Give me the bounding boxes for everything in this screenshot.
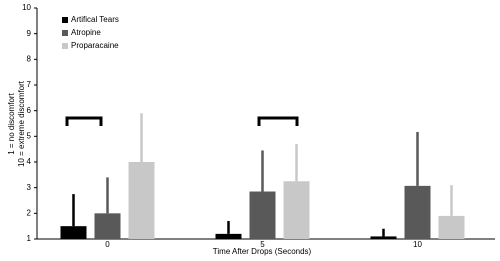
bar bbox=[283, 181, 310, 239]
significance-bracket bbox=[65, 116, 103, 126]
bar bbox=[215, 233, 242, 239]
y-tick-label: 6 bbox=[27, 106, 32, 115]
bar bbox=[438, 215, 465, 239]
y-tick-label: 2 bbox=[27, 208, 32, 217]
bar bbox=[94, 213, 121, 239]
y-axis-title: 1 = no discomfort bbox=[7, 92, 16, 154]
y-tick-label: 3 bbox=[27, 183, 32, 192]
x-tick-label: 10 bbox=[413, 240, 422, 249]
y-axis-title: 10 = extreme discomfort bbox=[17, 80, 26, 167]
y-tick-label: 4 bbox=[27, 157, 32, 166]
bar bbox=[370, 236, 397, 239]
y-tick-label: 7 bbox=[27, 80, 32, 89]
legend-swatch bbox=[62, 43, 68, 49]
y-tick-label: 9 bbox=[27, 29, 32, 38]
significance-bracket bbox=[257, 116, 299, 126]
legend-label: Artifical Tears bbox=[71, 15, 119, 24]
legend-label: Proparacaine bbox=[71, 41, 119, 50]
y-tick-label: 10 bbox=[22, 3, 31, 12]
x-tick-label: 5 bbox=[260, 240, 265, 249]
bar bbox=[60, 226, 87, 239]
bar bbox=[128, 162, 155, 239]
bar bbox=[404, 185, 431, 239]
legend-label: Atropine bbox=[71, 28, 101, 37]
y-tick-label: 5 bbox=[27, 131, 32, 140]
legend-swatch bbox=[62, 30, 68, 36]
y-tick-label: 1 bbox=[27, 234, 32, 243]
bar bbox=[249, 191, 276, 239]
y-tick-label: 8 bbox=[27, 54, 32, 63]
x-tick-label: 0 bbox=[105, 240, 110, 249]
legend-swatch bbox=[62, 17, 68, 23]
x-axis-title: Time After Drops (Seconds) bbox=[213, 247, 312, 256]
